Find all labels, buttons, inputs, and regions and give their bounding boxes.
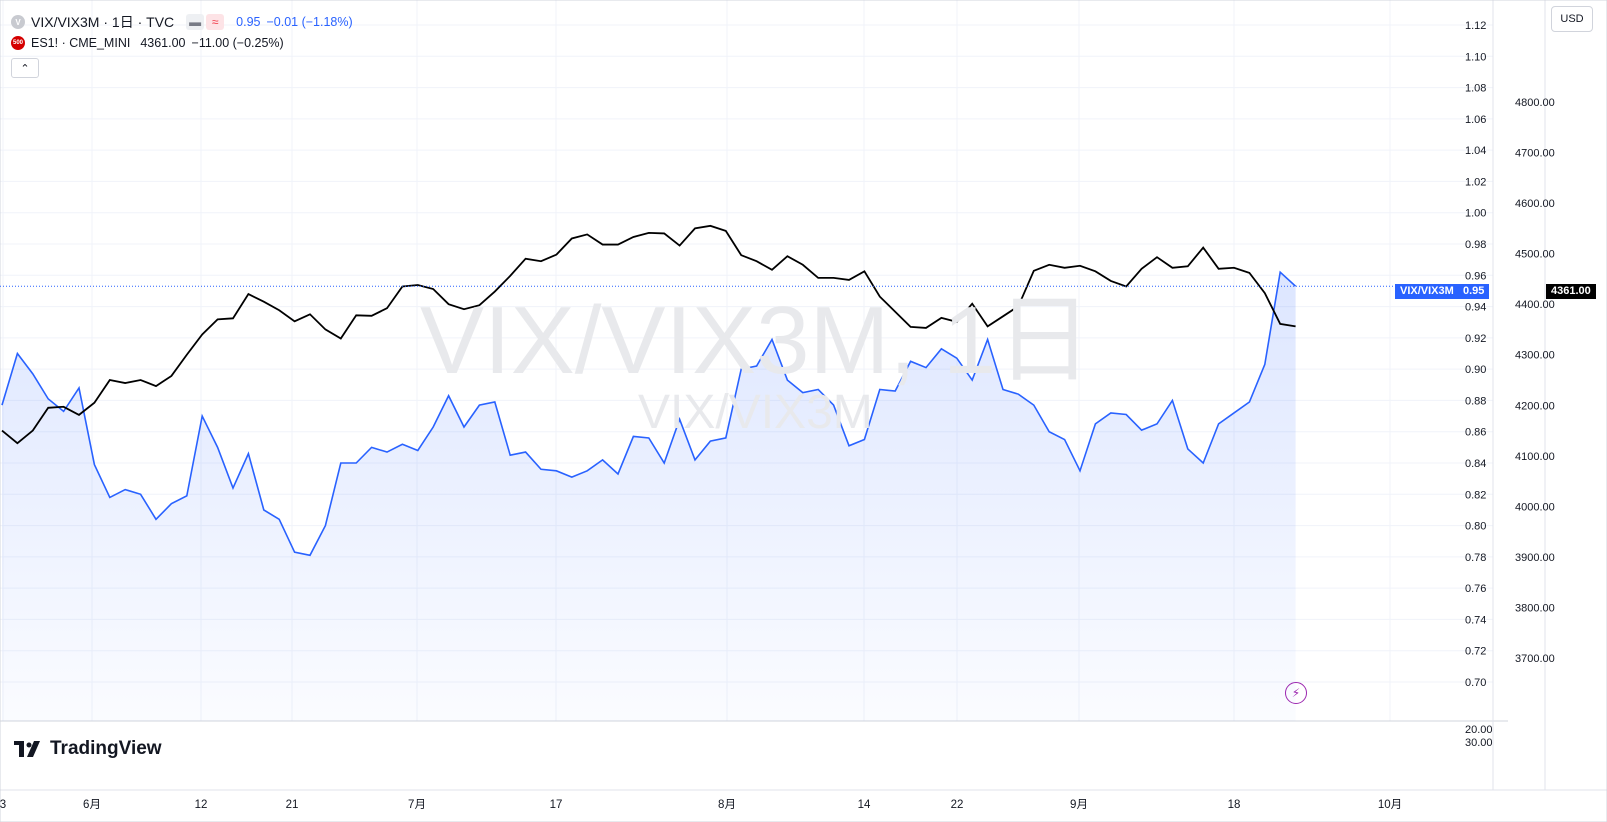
- time-scale: 3 6月 12 21 7月 17 8月 14 22 9月 18 10月: [0, 799, 1402, 811]
- left-tick-label: 1.12: [1465, 20, 1486, 32]
- minimize-icon[interactable]: ▬: [186, 14, 205, 30]
- left-tick-label: 0.74: [1465, 614, 1486, 626]
- time-tick-label: 21: [286, 799, 299, 811]
- compare-change: −11.00 (−0.25%): [191, 36, 284, 50]
- left-tick-label: 0.86: [1465, 427, 1486, 439]
- right-tick-label: 3900.00: [1515, 552, 1555, 564]
- right-tick-label: 4000.00: [1515, 501, 1555, 513]
- right-tick-label: 4500.00: [1515, 249, 1555, 261]
- series-line-es: [1, 224, 1296, 445]
- right-tick-label: 4400.00: [1515, 299, 1555, 311]
- compare-price-tag: 4361.00: [1546, 284, 1596, 299]
- lower-pane-tick: 20.00: [1465, 724, 1493, 736]
- time-tick-label: 9月: [1070, 799, 1088, 811]
- left-tick-label: 0.84: [1465, 458, 1486, 470]
- right-tick-label: 4600.00: [1515, 198, 1555, 210]
- chevron-up-icon: ⌃: [20, 62, 30, 75]
- currency-button[interactable]: USD: [1551, 6, 1593, 32]
- ratio-area: [2, 272, 1296, 721]
- main-change: −0.01 (−1.18%): [266, 15, 353, 29]
- left-tick-label: 0.94: [1465, 302, 1486, 314]
- right-tick-label: 4300.00: [1515, 350, 1555, 362]
- left-tick-label: 0.76: [1465, 583, 1486, 595]
- left-tick-label: 0.98: [1465, 239, 1486, 251]
- legend-buttons: ▬ ≈: [186, 14, 225, 30]
- tradingview-logo-text: TradingView: [50, 738, 162, 759]
- time-tick-label: 8月: [718, 799, 736, 811]
- lower-pane-tick: 30.00: [1465, 737, 1493, 749]
- right-tick-label: 3700.00: [1515, 653, 1555, 665]
- time-tick-label: 14: [858, 799, 871, 811]
- left-tick-label: 0.92: [1465, 333, 1486, 345]
- left-tick-label: 0.90: [1465, 364, 1486, 376]
- right-price-scale: 3700.00 3800.00 3900.00 4000.00 4100.00 4200.…: [1515, 97, 1555, 665]
- main-last-value: 0.95: [236, 15, 261, 29]
- left-tick-label: 0.88: [1465, 395, 1486, 407]
- main-price-tag: 0.95: [1458, 284, 1490, 299]
- left-tick-label: 0.82: [1465, 489, 1486, 501]
- left-tick-label: 0.72: [1465, 646, 1486, 658]
- right-tick-label: 3800.00: [1515, 602, 1555, 614]
- left-price-scale: 0.70 0.72 0.74 0.76 0.78 0.80 0.82 0.84 0.86 0.88…: [1465, 20, 1486, 689]
- right-tick-label: 4100.00: [1515, 451, 1555, 463]
- time-tick-label: 3: [0, 799, 6, 811]
- left-tick-label: 1.08: [1465, 83, 1486, 95]
- time-tick-label: 22: [951, 799, 964, 811]
- left-tick-label: 1.06: [1465, 114, 1486, 126]
- ratio-area-fill: [2, 272, 1296, 721]
- time-tick-label: 17: [550, 799, 563, 811]
- series-line-vix-ratio: [1, 270, 1297, 557]
- right-tick-label: 4200.00: [1515, 400, 1555, 412]
- left-tick-label: 0.96: [1465, 270, 1486, 282]
- left-tick-label: 1.00: [1465, 208, 1486, 220]
- main-series-legend[interactable]: V VIX/VIX3M · 1日 · TVC ▬ ≈ 0.95 −0.01 (−…: [11, 12, 353, 32]
- compare-last-value: 4361.00: [140, 36, 186, 50]
- collapse-legend-button[interactable]: ⌃: [11, 58, 39, 78]
- time-tick-label: 10月: [1378, 799, 1402, 811]
- tradingview-logo[interactable]: TradingView: [14, 738, 162, 760]
- series-lines: [1, 224, 1297, 557]
- left-tick-label: 1.02: [1465, 176, 1486, 188]
- lightning-icon[interactable]: ⚡: [1285, 682, 1307, 704]
- time-tick-label: 18: [1228, 799, 1241, 811]
- right-tick-label: 4700.00: [1515, 148, 1555, 160]
- tradingview-logo-icon: [14, 741, 40, 757]
- time-tick-label: 7月: [408, 799, 426, 811]
- main-symbol-title[interactable]: VIX/VIX3M · 1日 · TVC: [31, 14, 175, 30]
- left-tick-label: 0.78: [1465, 552, 1486, 564]
- sp500-symbol-icon: 500: [11, 36, 25, 50]
- time-tick-label: 6月: [83, 799, 101, 811]
- compare-series-legend[interactable]: 500 ES1! · CME_MINI 4361.00 −11.00 (−0.2…: [11, 36, 284, 50]
- time-tick-label: 12: [195, 799, 208, 811]
- left-tick-label: 0.70: [1465, 677, 1486, 689]
- right-tick-label: 4800.00: [1515, 97, 1555, 109]
- compare-symbol-title[interactable]: ES1! · CME_MINI: [31, 36, 131, 50]
- left-tick-label: 1.10: [1465, 51, 1486, 63]
- vix-symbol-icon: V: [11, 15, 25, 29]
- compare-mode-icon[interactable]: ≈: [206, 14, 225, 30]
- main-series-label-tag: VIX/VIX3M: [1395, 284, 1459, 299]
- left-tick-label: 1.04: [1465, 145, 1486, 157]
- left-tick-label: 0.80: [1465, 521, 1486, 533]
